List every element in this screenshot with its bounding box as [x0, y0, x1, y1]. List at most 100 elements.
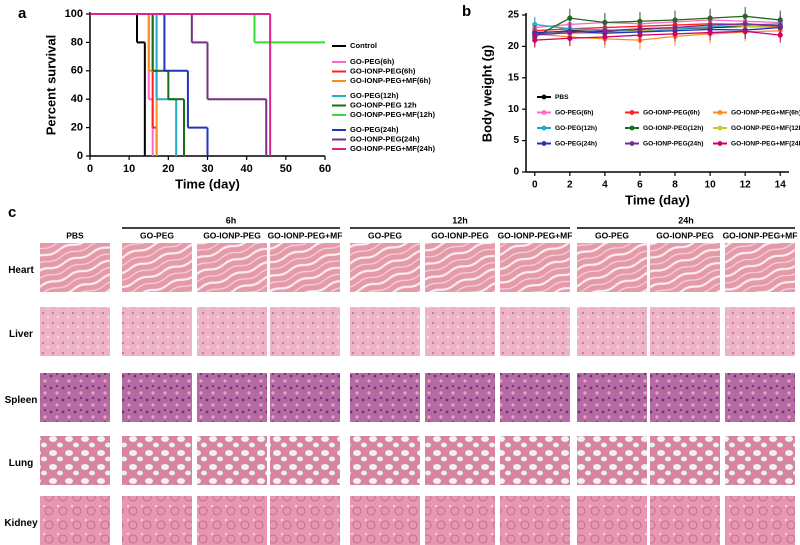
x-tick-label: 2	[567, 180, 573, 191]
series-line	[534, 30, 781, 41]
histology-image	[425, 243, 495, 292]
histology-image	[197, 436, 267, 485]
y-tick-label: 60	[71, 65, 83, 77]
histology-image	[350, 436, 420, 485]
histology-image	[270, 307, 340, 356]
histology-image	[725, 496, 795, 545]
histology-image	[197, 243, 267, 292]
x-tick-label: 30	[201, 163, 213, 175]
histology-image	[197, 496, 267, 545]
histology-image	[40, 243, 110, 292]
x-tick-label: 0	[87, 163, 93, 175]
histology-image	[577, 307, 647, 356]
x-tick-label: 6	[637, 180, 643, 191]
histology-image	[425, 436, 495, 485]
x-tick-label: 50	[280, 163, 292, 175]
histology-image	[500, 373, 570, 422]
row-label: Spleen	[5, 395, 38, 406]
legend-label: PBS	[555, 94, 569, 101]
series-line	[534, 30, 781, 41]
legend-label: GO-IONP-PEG(12h)	[643, 125, 703, 132]
x-tick-label: 40	[241, 163, 253, 175]
x-tick-label: 0	[532, 180, 538, 191]
histology-image	[650, 307, 720, 356]
group-label: 12h	[452, 215, 468, 225]
legend-marker	[717, 141, 723, 146]
y-tick-label: 80	[71, 36, 83, 48]
x-tick-label: 4	[602, 180, 608, 191]
column-label: GO-IONP-PEG	[203, 230, 261, 240]
legend-label: GO-IONP-PEG+MF(24h)	[350, 144, 435, 153]
histology-image	[40, 436, 110, 485]
histology-image	[122, 436, 192, 485]
histology-image	[350, 496, 420, 545]
data-point	[777, 23, 783, 29]
legend-marker	[541, 125, 547, 131]
histology-image	[350, 243, 420, 292]
group-label: 6h	[226, 215, 237, 225]
legend-label: GO-IONP-PEG+MF(6h)	[350, 76, 431, 85]
x-tick-label: 8	[672, 180, 678, 191]
histology-image	[500, 436, 570, 485]
histology-image	[650, 243, 720, 292]
data-point	[777, 32, 783, 38]
series-line	[534, 23, 781, 36]
histology-image	[725, 307, 795, 356]
histology-image	[650, 496, 720, 545]
legend-label: GO-PEG(12h)	[555, 125, 597, 132]
legend-label: GO-IONP-PEG+MF(24h)	[731, 140, 800, 147]
series-line	[534, 15, 781, 38]
legend-label: GO-PEG(24h)	[555, 140, 597, 147]
x-tick-label: 60	[319, 163, 331, 175]
data-point	[707, 29, 713, 36]
histology-image	[725, 436, 795, 485]
data-point	[567, 35, 573, 41]
data-point	[637, 32, 643, 38]
x-tick-label: 12	[740, 180, 752, 191]
column-label: GO-PEG	[140, 230, 174, 240]
histology-image	[122, 373, 192, 422]
legend-label: Control	[350, 41, 377, 50]
y-tick-label: 25	[508, 10, 520, 21]
legend-label: GO-IONP-PEG(6h)	[643, 109, 700, 116]
legend-label: GO-PEG(24h)	[350, 125, 399, 134]
y-axis-title: Body weight (g)	[479, 45, 494, 143]
y-tick-label: 100	[65, 8, 83, 20]
panel-label: c	[8, 204, 16, 221]
histology-image	[725, 243, 795, 292]
histology-image	[40, 373, 110, 422]
histology-image	[650, 373, 720, 422]
legend-marker	[541, 110, 547, 115]
legend-marker	[541, 141, 547, 146]
histology-image	[577, 243, 647, 292]
histology-image	[650, 436, 720, 485]
column-label: GO-IONP-PEG+MF	[498, 230, 573, 240]
x-tick-label: 10	[123, 163, 135, 175]
legend-label: GO-IONP-PEG 12h	[350, 101, 417, 110]
histology-image	[270, 436, 340, 485]
column-label: GO-IONP-PEG+MF	[268, 230, 343, 240]
x-axis-title: Time (day)	[625, 192, 690, 207]
legend-label: GO-PEG(6h)	[350, 57, 395, 66]
legend-marker	[629, 141, 635, 146]
y-tick-label: 10	[508, 104, 520, 115]
legend-marker	[717, 125, 723, 131]
histology-image	[197, 373, 267, 422]
row-label: Kidney	[4, 518, 38, 529]
y-tick-label: 0	[77, 150, 83, 162]
histology-image	[425, 373, 495, 422]
y-tick-label: 0	[513, 167, 519, 178]
histology-image	[350, 373, 420, 422]
histology-image	[197, 307, 267, 356]
histology-image	[500, 307, 570, 356]
legend-marker	[717, 110, 723, 115]
y-tick-label: 20	[508, 41, 520, 52]
histology-image	[122, 496, 192, 545]
data-point	[532, 37, 538, 43]
column-label: GO-PEG	[595, 230, 629, 240]
legend-marker	[629, 125, 635, 131]
histology-image	[350, 307, 420, 356]
legend-label: GO-IONP-PEG+MF(12h)	[731, 125, 800, 132]
legend-label: GO-PEG(12h)	[350, 91, 399, 100]
